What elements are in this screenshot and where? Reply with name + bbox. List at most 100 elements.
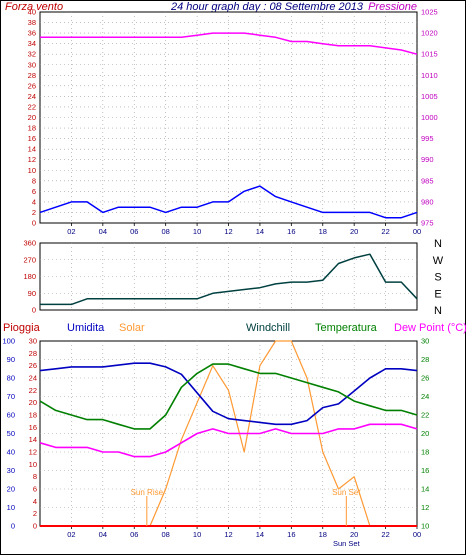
y-tick-label: 1010 — [421, 71, 438, 80]
y-tick-label: 30 — [29, 337, 37, 346]
y-tick-label: 80 — [7, 374, 15, 383]
y-tick-label: 28 — [29, 349, 37, 358]
y-tick-label: 26 — [28, 81, 36, 90]
x-tick-label: 02 — [67, 227, 75, 236]
y-tick-label: 0 — [33, 522, 37, 531]
x-tick-label: 08 — [161, 227, 169, 236]
y-tick-label: 18 — [29, 411, 37, 420]
y-tick-label: 10 — [29, 460, 37, 469]
x-tick-label: 10 — [193, 227, 201, 236]
y-tick-label: 26 — [421, 374, 429, 383]
y-tick-label: 2 — [33, 509, 37, 518]
compass-letter: W — [433, 255, 444, 267]
compass-letter: E — [434, 288, 441, 300]
direction-axis-ticks: 0 90 180 270 360 — [23, 239, 36, 315]
x-tick-label: 06 — [130, 530, 138, 539]
y-tick-label: 12 — [421, 503, 429, 512]
bottom-legend: Pioggia Umidita Solar Windchill Temperatura D… — [3, 322, 466, 334]
x-tick-label: 10 — [193, 530, 201, 539]
y-tick-label: 1020 — [421, 29, 438, 38]
x-tick-label: 22 — [381, 530, 389, 539]
legend-item: Temperatura — [315, 322, 378, 334]
y-tick-label: 36 — [28, 29, 36, 38]
y-tick-label: 24 — [29, 374, 37, 383]
bottom-series — [39, 340, 418, 527]
y-tick-label: 10 — [7, 503, 15, 512]
y-tick-label: 6 — [32, 187, 36, 196]
y-tick-label: 1025 — [421, 8, 438, 17]
y-tick-label: 22 — [421, 411, 429, 420]
legend-item: Solar — [119, 322, 145, 334]
y-tick-label: 180 — [23, 272, 36, 281]
legend-item: Windchill — [246, 322, 290, 334]
wind-strength-title: Forza vento — [5, 1, 63, 13]
y-tick-label: 1015 — [421, 50, 438, 59]
y-tick-label: 12 — [29, 448, 37, 457]
sunset-label: Sun Set — [332, 488, 361, 497]
y-tick-label: 270 — [23, 255, 36, 264]
y-tick-label: 10 — [421, 522, 429, 531]
y-tick-label: 0 — [32, 306, 36, 315]
y-tick-label: 14 — [29, 435, 37, 444]
y-tick-label: 50 — [7, 429, 15, 438]
y-tick-label: 0 — [32, 219, 36, 228]
legend-item: Umidita — [67, 322, 105, 334]
wind-direction-line — [40, 253, 418, 306]
y-tick-label: 990 — [421, 155, 434, 164]
x-tick-label: 04 — [99, 530, 107, 539]
y-tick-label: 60 — [7, 411, 15, 420]
legend-item: Dew Point (°C) — [394, 322, 466, 334]
sunset-axis-label: Sun Set — [333, 539, 361, 548]
x-tick-label: 12 — [224, 530, 232, 539]
y-tick-label: 20 — [29, 398, 37, 407]
y-tick-label: 100 — [2, 337, 15, 346]
x-tick-label: 14 — [256, 530, 264, 539]
y-tick-label: 14 — [421, 485, 429, 494]
y-tick-label: 10 — [28, 166, 36, 175]
top-series — [39, 32, 418, 219]
y-tick-label: 30 — [421, 337, 429, 346]
temperature-humidity-panel: Pioggia Umidita Solar Windchill Temperatura D… — [2, 322, 466, 548]
x-tick-label: 18 — [319, 530, 327, 539]
y-tick-label: 980 — [421, 197, 434, 206]
x-tick-label: 08 — [161, 530, 169, 539]
y-tick-label: 995 — [421, 134, 434, 143]
y-tick-label: 4 — [33, 497, 37, 506]
top-grid — [40, 12, 417, 223]
y-tick-label: 18 — [421, 448, 429, 457]
y-tick-label: 1005 — [421, 92, 438, 101]
x-tick-label: 00 — [413, 227, 421, 236]
y-tick-label: 28 — [421, 355, 429, 364]
y-tick-label: 14 — [28, 145, 36, 154]
x-tick-label: 22 — [381, 227, 389, 236]
y-tick-label: 16 — [29, 423, 37, 432]
y-tick-label: 38 — [28, 18, 36, 27]
x-tick-label: 20 — [350, 530, 358, 539]
y-tick-label: 1000 — [421, 113, 438, 122]
temperature-line — [39, 363, 418, 430]
y-tick-label: 34 — [28, 39, 36, 48]
x-tick-label: 18 — [319, 227, 327, 236]
y-tick-label: 4 — [32, 197, 36, 206]
direction-grid — [40, 243, 417, 310]
y-tick-label: 8 — [32, 176, 36, 185]
y-tick-label: 360 — [23, 239, 36, 248]
sun-annotations: Sun Rise Sun Set Sun Set — [131, 488, 362, 548]
y-tick-label: 18 — [28, 124, 36, 133]
chart-title: 24 hour graph day : 08 Settembre 2013 — [170, 1, 364, 13]
top-x-axis-ticks: 02 04 06 08 10 12 14 16 18 20 22 00 — [67, 223, 421, 236]
y-tick-label: 26 — [29, 361, 37, 370]
x-tick-label: 12 — [224, 227, 232, 236]
compass-letter: S — [434, 272, 441, 284]
compass-letter: N — [434, 238, 442, 250]
y-tick-label: 8 — [33, 472, 37, 481]
wind-pressure-panel: Forza vento 24 hour graph day : 08 Sette… — [5, 1, 438, 236]
y-tick-label: 22 — [29, 386, 37, 395]
y-tick-label: 975 — [421, 219, 434, 228]
y-tick-label: 30 — [28, 60, 36, 69]
x-tick-label: 02 — [67, 530, 75, 539]
y-tick-label: 16 — [421, 466, 429, 475]
